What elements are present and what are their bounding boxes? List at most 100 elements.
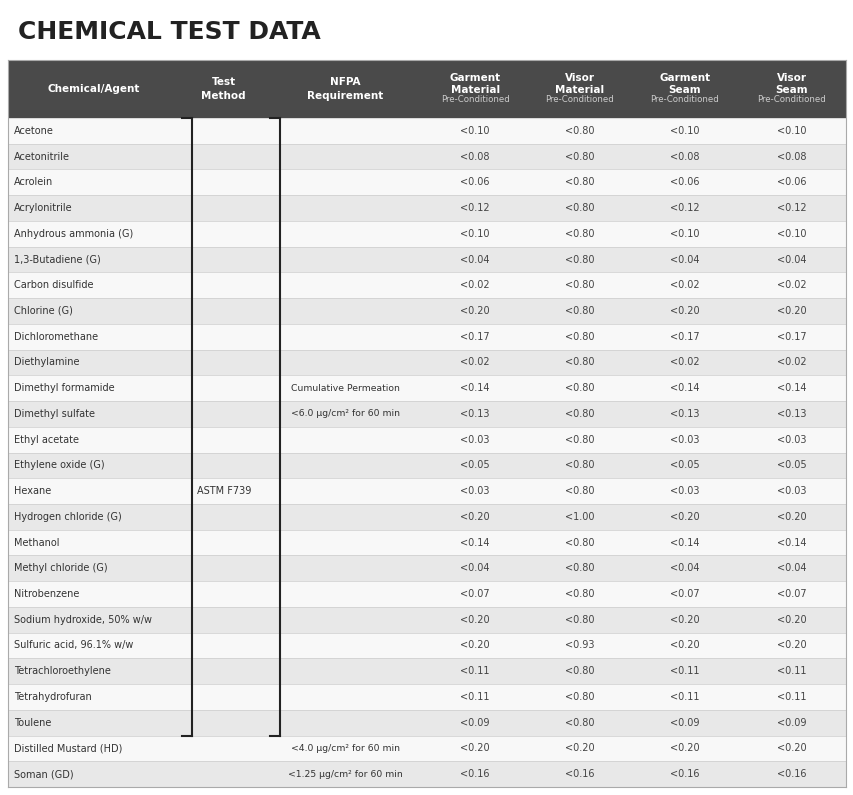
Text: <0.20: <0.20: [669, 615, 699, 625]
Text: <0.02: <0.02: [669, 358, 699, 367]
Text: <0.80: <0.80: [565, 152, 594, 161]
Text: <0.80: <0.80: [565, 486, 594, 496]
Text: <0.10: <0.10: [460, 229, 490, 238]
Text: Visor
Seam: Visor Seam: [775, 73, 807, 95]
Bar: [8, 118, 845, 144]
Text: <0.06: <0.06: [669, 177, 699, 188]
Bar: [8, 246, 845, 273]
Text: <0.05: <0.05: [460, 460, 490, 471]
Text: <0.10: <0.10: [669, 229, 699, 238]
Text: Anhydrous ammonia (G): Anhydrous ammonia (G): [14, 229, 133, 238]
Text: <0.20: <0.20: [776, 743, 805, 754]
Text: <0.02: <0.02: [776, 358, 805, 367]
Text: <0.06: <0.06: [460, 177, 490, 188]
Text: <0.20: <0.20: [669, 743, 699, 754]
Text: <0.03: <0.03: [460, 486, 490, 496]
Text: Pre-Conditioned: Pre-Conditioned: [545, 95, 613, 104]
Text: <0.17: <0.17: [776, 332, 805, 342]
Text: <0.20: <0.20: [669, 306, 699, 316]
Text: <0.93: <0.93: [565, 641, 594, 650]
Text: <0.16: <0.16: [460, 769, 490, 779]
Text: Tetrachloroethylene: Tetrachloroethylene: [14, 666, 111, 677]
Text: <0.07: <0.07: [776, 589, 805, 599]
Text: <0.10: <0.10: [776, 126, 805, 136]
Text: <0.12: <0.12: [669, 203, 699, 213]
Text: <0.16: <0.16: [669, 769, 699, 779]
Text: <0.07: <0.07: [669, 589, 699, 599]
Text: <0.08: <0.08: [776, 152, 805, 161]
Text: Acrolein: Acrolein: [14, 177, 53, 188]
Bar: [8, 144, 845, 169]
Text: <0.04: <0.04: [776, 564, 805, 573]
Text: <0.11: <0.11: [669, 692, 699, 702]
Text: Distilled Mustard (HD): Distilled Mustard (HD): [14, 743, 122, 754]
Text: Dimethyl sulfate: Dimethyl sulfate: [14, 409, 95, 419]
Bar: [8, 401, 845, 427]
Text: <0.80: <0.80: [565, 332, 594, 342]
Text: Pre-Conditioned: Pre-Conditioned: [649, 95, 718, 104]
Bar: [8, 427, 845, 452]
Text: Nitrobenzene: Nitrobenzene: [14, 589, 79, 599]
Text: <0.11: <0.11: [669, 666, 699, 677]
Text: <0.03: <0.03: [460, 435, 490, 444]
Text: <0.13: <0.13: [669, 409, 699, 419]
Text: Garment
Material: Garment Material: [449, 73, 500, 95]
Text: <0.20: <0.20: [776, 306, 805, 316]
Bar: [8, 298, 845, 324]
Text: <0.20: <0.20: [669, 512, 699, 522]
Text: Carbon disulfide: Carbon disulfide: [14, 281, 93, 290]
Text: <0.04: <0.04: [669, 564, 699, 573]
Bar: [8, 479, 845, 504]
Bar: [8, 169, 845, 196]
Text: <0.11: <0.11: [460, 692, 490, 702]
Text: <0.20: <0.20: [776, 512, 805, 522]
Text: <0.14: <0.14: [460, 537, 490, 548]
Text: <0.10: <0.10: [669, 126, 699, 136]
Text: <0.02: <0.02: [460, 281, 490, 290]
Text: Tetrahydrofuran: Tetrahydrofuran: [14, 692, 91, 702]
Text: ASTM F739: ASTM F739: [196, 486, 251, 496]
Text: <0.16: <0.16: [776, 769, 805, 779]
Text: Chemical/Agent: Chemical/Agent: [48, 84, 140, 94]
Text: <0.80: <0.80: [565, 537, 594, 548]
Text: <0.80: <0.80: [565, 692, 594, 702]
Text: <0.14: <0.14: [776, 383, 805, 394]
Text: NFPA
Requirement: NFPA Requirement: [307, 77, 383, 101]
Text: Acetonitrile: Acetonitrile: [14, 152, 70, 161]
Bar: [8, 658, 845, 684]
Text: <0.04: <0.04: [669, 254, 699, 265]
Text: <0.10: <0.10: [460, 126, 490, 136]
Bar: [8, 556, 845, 581]
Text: <0.02: <0.02: [460, 358, 490, 367]
Text: <0.80: <0.80: [565, 409, 594, 419]
Text: <0.03: <0.03: [669, 486, 699, 496]
Text: <0.20: <0.20: [460, 512, 490, 522]
Text: Ethyl acetate: Ethyl acetate: [14, 435, 79, 444]
Text: <0.13: <0.13: [776, 409, 805, 419]
Text: <0.20: <0.20: [669, 641, 699, 650]
Text: Hydrogen chloride (G): Hydrogen chloride (G): [14, 512, 122, 522]
Text: <0.20: <0.20: [776, 615, 805, 625]
Text: Visor
Material: Visor Material: [554, 73, 604, 95]
Text: <0.14: <0.14: [669, 383, 699, 394]
Text: <0.03: <0.03: [776, 486, 805, 496]
Text: <0.09: <0.09: [669, 718, 699, 727]
Bar: [8, 607, 845, 633]
Text: <0.80: <0.80: [565, 666, 594, 677]
Text: <0.80: <0.80: [565, 564, 594, 573]
Text: <0.14: <0.14: [776, 537, 805, 548]
Text: <6.0 μg/cm² for 60 min: <6.0 μg/cm² for 60 min: [291, 409, 399, 418]
Bar: [8, 324, 845, 350]
Text: <0.80: <0.80: [565, 615, 594, 625]
Text: <0.08: <0.08: [460, 152, 490, 161]
Bar: [8, 633, 845, 658]
Text: <0.02: <0.02: [669, 281, 699, 290]
Text: <0.04: <0.04: [776, 254, 805, 265]
Text: <0.20: <0.20: [460, 743, 490, 754]
Text: Sulfuric acid, 96.1% w/w: Sulfuric acid, 96.1% w/w: [14, 641, 133, 650]
Text: Acetone: Acetone: [14, 126, 54, 136]
Bar: [8, 504, 845, 529]
Text: <1.00: <1.00: [565, 512, 594, 522]
Text: Sodium hydroxide, 50% w/w: Sodium hydroxide, 50% w/w: [14, 615, 152, 625]
Text: <0.16: <0.16: [565, 769, 594, 779]
